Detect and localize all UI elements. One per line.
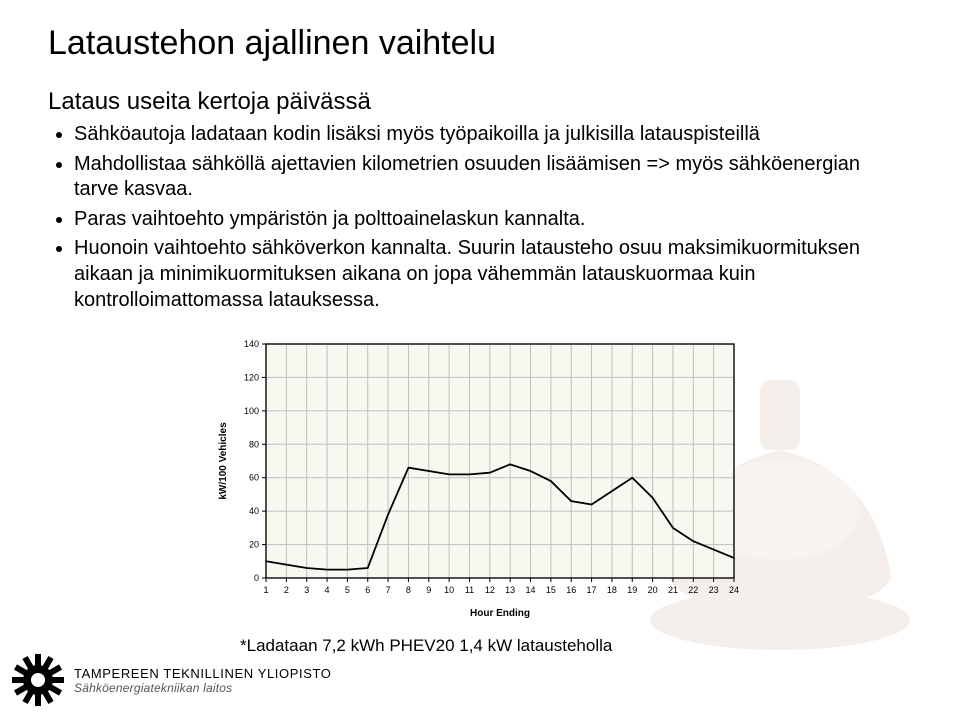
footer-line2: Sähköenergiatekniikan laitos	[74, 682, 332, 694]
svg-text:14: 14	[526, 585, 536, 595]
svg-text:7: 7	[386, 585, 391, 595]
svg-text:21: 21	[668, 585, 678, 595]
svg-text:60: 60	[249, 473, 259, 483]
svg-text:140: 140	[244, 339, 259, 349]
svg-text:5: 5	[345, 585, 350, 595]
svg-text:10: 10	[444, 585, 454, 595]
footer-logo: TAMPEREEN TEKNILLINEN YLIOPISTO Sähköene…	[10, 652, 332, 708]
bullet-list: Sähköautoja ladataan kodin lisäksi myös …	[48, 122, 888, 317]
svg-text:24: 24	[729, 585, 739, 595]
svg-text:20: 20	[648, 585, 658, 595]
page-subtitle: Lataus useita kertoja päivässä	[48, 88, 371, 116]
svg-text:Hour Ending: Hour Ending	[470, 608, 530, 619]
svg-text:1: 1	[263, 585, 268, 595]
svg-text:kW/100 Vehicles: kW/100 Vehicles	[218, 422, 229, 500]
svg-text:17: 17	[587, 585, 597, 595]
svg-text:2: 2	[284, 585, 289, 595]
svg-text:20: 20	[249, 540, 259, 550]
svg-text:40: 40	[249, 506, 259, 516]
svg-text:100: 100	[244, 406, 259, 416]
svg-text:0: 0	[254, 573, 259, 583]
slide-root: Lataustehon ajallinen vaihtelu Lataus us…	[0, 0, 960, 720]
footer-text: TAMPEREEN TEKNILLINEN YLIOPISTO Sähköene…	[74, 667, 332, 694]
svg-text:80: 80	[249, 439, 259, 449]
svg-text:23: 23	[709, 585, 719, 595]
svg-text:120: 120	[244, 372, 259, 382]
svg-text:11: 11	[465, 585, 474, 595]
bullet-item: Huonoin vaihtoehto sähköverkon kannalta.…	[74, 236, 888, 313]
svg-text:13: 13	[505, 585, 515, 595]
footer-line1: TAMPEREEN TEKNILLINEN YLIOPISTO	[74, 667, 332, 680]
svg-text:4: 4	[325, 585, 330, 595]
svg-text:6: 6	[365, 585, 370, 595]
svg-text:3: 3	[304, 585, 309, 595]
svg-text:15: 15	[546, 585, 556, 595]
bullet-item: Mahdollistaa sähköllä ajettavien kilomet…	[74, 152, 888, 203]
bullet-item: Paras vaihtoehto ympäristön ja polttoain…	[74, 207, 888, 233]
svg-text:19: 19	[627, 585, 637, 595]
svg-text:16: 16	[566, 585, 576, 595]
svg-text:18: 18	[607, 585, 617, 595]
chart-svg: 0204060801001201401234567891011121314151…	[210, 334, 750, 624]
svg-text:12: 12	[485, 585, 495, 595]
bullet-item: Sähköautoja ladataan kodin lisäksi myös …	[74, 122, 888, 148]
page-title: Lataustehon ajallinen vaihtelu	[48, 24, 496, 63]
load-chart: 0204060801001201401234567891011121314151…	[210, 334, 750, 624]
svg-text:8: 8	[406, 585, 411, 595]
svg-text:22: 22	[688, 585, 698, 595]
gear-icon	[10, 652, 66, 708]
svg-text:9: 9	[426, 585, 431, 595]
